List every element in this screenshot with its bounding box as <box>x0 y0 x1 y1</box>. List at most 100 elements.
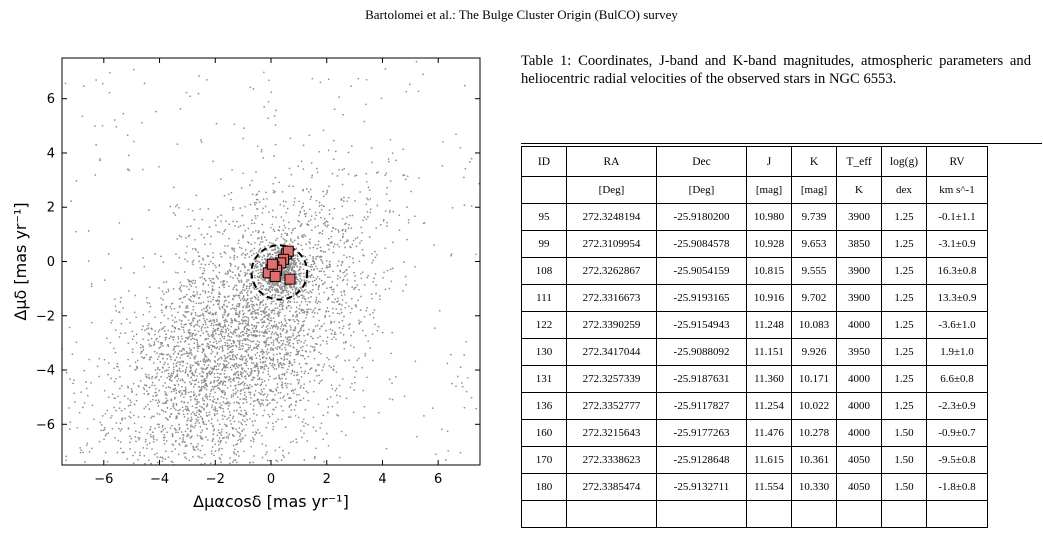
field-star-point <box>364 334 367 337</box>
field-star-point <box>272 425 275 428</box>
field-star-point <box>241 322 244 325</box>
field-star-point <box>182 389 185 392</box>
field-star-point <box>227 273 229 275</box>
field-star-point <box>136 367 138 370</box>
field-star-point <box>339 239 342 242</box>
field-star-point <box>218 300 221 303</box>
field-star-point <box>204 321 207 324</box>
field-star-point <box>172 288 175 290</box>
field-star-point <box>384 68 387 70</box>
field-star-point <box>238 343 241 346</box>
field-star-point <box>280 335 282 338</box>
field-star-point <box>330 235 333 238</box>
field-star-point <box>178 423 180 426</box>
field-star-point <box>313 268 315 270</box>
field-star-point <box>261 258 263 261</box>
field-star-point <box>293 301 296 303</box>
field-star-point <box>331 281 334 283</box>
field-star-point <box>331 329 334 332</box>
field-star-point <box>198 456 201 459</box>
field-star-point <box>249 346 251 349</box>
field-star-point <box>159 342 162 344</box>
field-star-point <box>94 174 97 176</box>
field-star-point <box>283 318 286 320</box>
field-star-point <box>234 459 237 461</box>
field-star-point <box>172 372 175 375</box>
field-star-point <box>148 286 151 288</box>
field-star-point <box>262 231 265 234</box>
field-star-point <box>363 315 366 318</box>
field-star-point <box>172 404 175 407</box>
field-star-point <box>239 393 242 395</box>
field-star-point <box>346 239 349 241</box>
field-star-point <box>252 270 254 273</box>
field-star-point <box>283 353 286 356</box>
field-star-point <box>222 382 224 385</box>
table-cell: 1.25 <box>881 338 927 366</box>
field-star-point <box>160 255 162 258</box>
field-star-point <box>169 379 171 382</box>
field-star-point <box>312 276 315 279</box>
field-star-point <box>231 319 234 322</box>
field-star-point <box>208 320 210 323</box>
field-star-point <box>93 418 95 421</box>
field-star-point <box>252 307 255 310</box>
field-star-point <box>374 256 377 259</box>
field-star-point <box>69 421 72 424</box>
field-star-point <box>239 207 242 209</box>
field-star-point <box>323 291 325 294</box>
field-star-point <box>235 356 237 359</box>
field-star-point <box>373 277 375 280</box>
field-star-point <box>257 378 259 381</box>
field-star-point <box>128 415 131 418</box>
field-star-point <box>307 297 310 299</box>
field-star-point <box>208 277 211 280</box>
field-star-point <box>386 269 389 272</box>
field-star-point <box>245 304 248 307</box>
field-star-point <box>277 229 280 231</box>
table-cell: 1.25 <box>881 257 927 285</box>
field-star-point <box>279 303 281 306</box>
field-star-point <box>218 357 220 360</box>
field-star-point <box>298 268 301 270</box>
field-star-point <box>219 440 222 443</box>
field-star-point <box>180 335 183 338</box>
field-star-point <box>209 360 212 362</box>
field-star-point <box>226 425 228 427</box>
table-cell: 13.3±0.9 <box>926 284 988 312</box>
field-star-point <box>80 391 83 393</box>
field-star-point <box>257 283 260 285</box>
field-star-point <box>343 196 345 199</box>
field-star-point <box>127 387 129 389</box>
field-star-point <box>300 375 303 378</box>
field-star-point <box>209 398 211 401</box>
field-star-point <box>222 349 224 352</box>
field-star-point <box>288 260 291 263</box>
field-star-point <box>353 271 355 274</box>
field-star-point <box>64 82 67 85</box>
field-star-point <box>300 326 303 329</box>
field-star-point <box>263 380 266 382</box>
field-star-point <box>314 325 317 327</box>
field-star-point <box>193 218 196 221</box>
field-star-point <box>189 396 192 398</box>
field-star-point <box>152 344 155 347</box>
field-star-point <box>282 276 285 278</box>
field-star-point <box>331 288 333 291</box>
field-star-point <box>196 341 199 344</box>
field-star-point <box>259 268 262 270</box>
field-star-point <box>293 329 296 332</box>
field-star-point <box>235 384 237 387</box>
field-star-point <box>278 352 281 355</box>
field-star-point <box>295 337 297 339</box>
field-star-point <box>192 411 194 413</box>
field-star-point <box>240 358 242 361</box>
field-star-point <box>254 419 256 422</box>
field-star-point <box>157 368 159 371</box>
field-star-point <box>311 346 314 348</box>
field-star-point <box>368 189 371 192</box>
field-star-point <box>279 249 281 252</box>
field-star-point <box>297 296 299 298</box>
